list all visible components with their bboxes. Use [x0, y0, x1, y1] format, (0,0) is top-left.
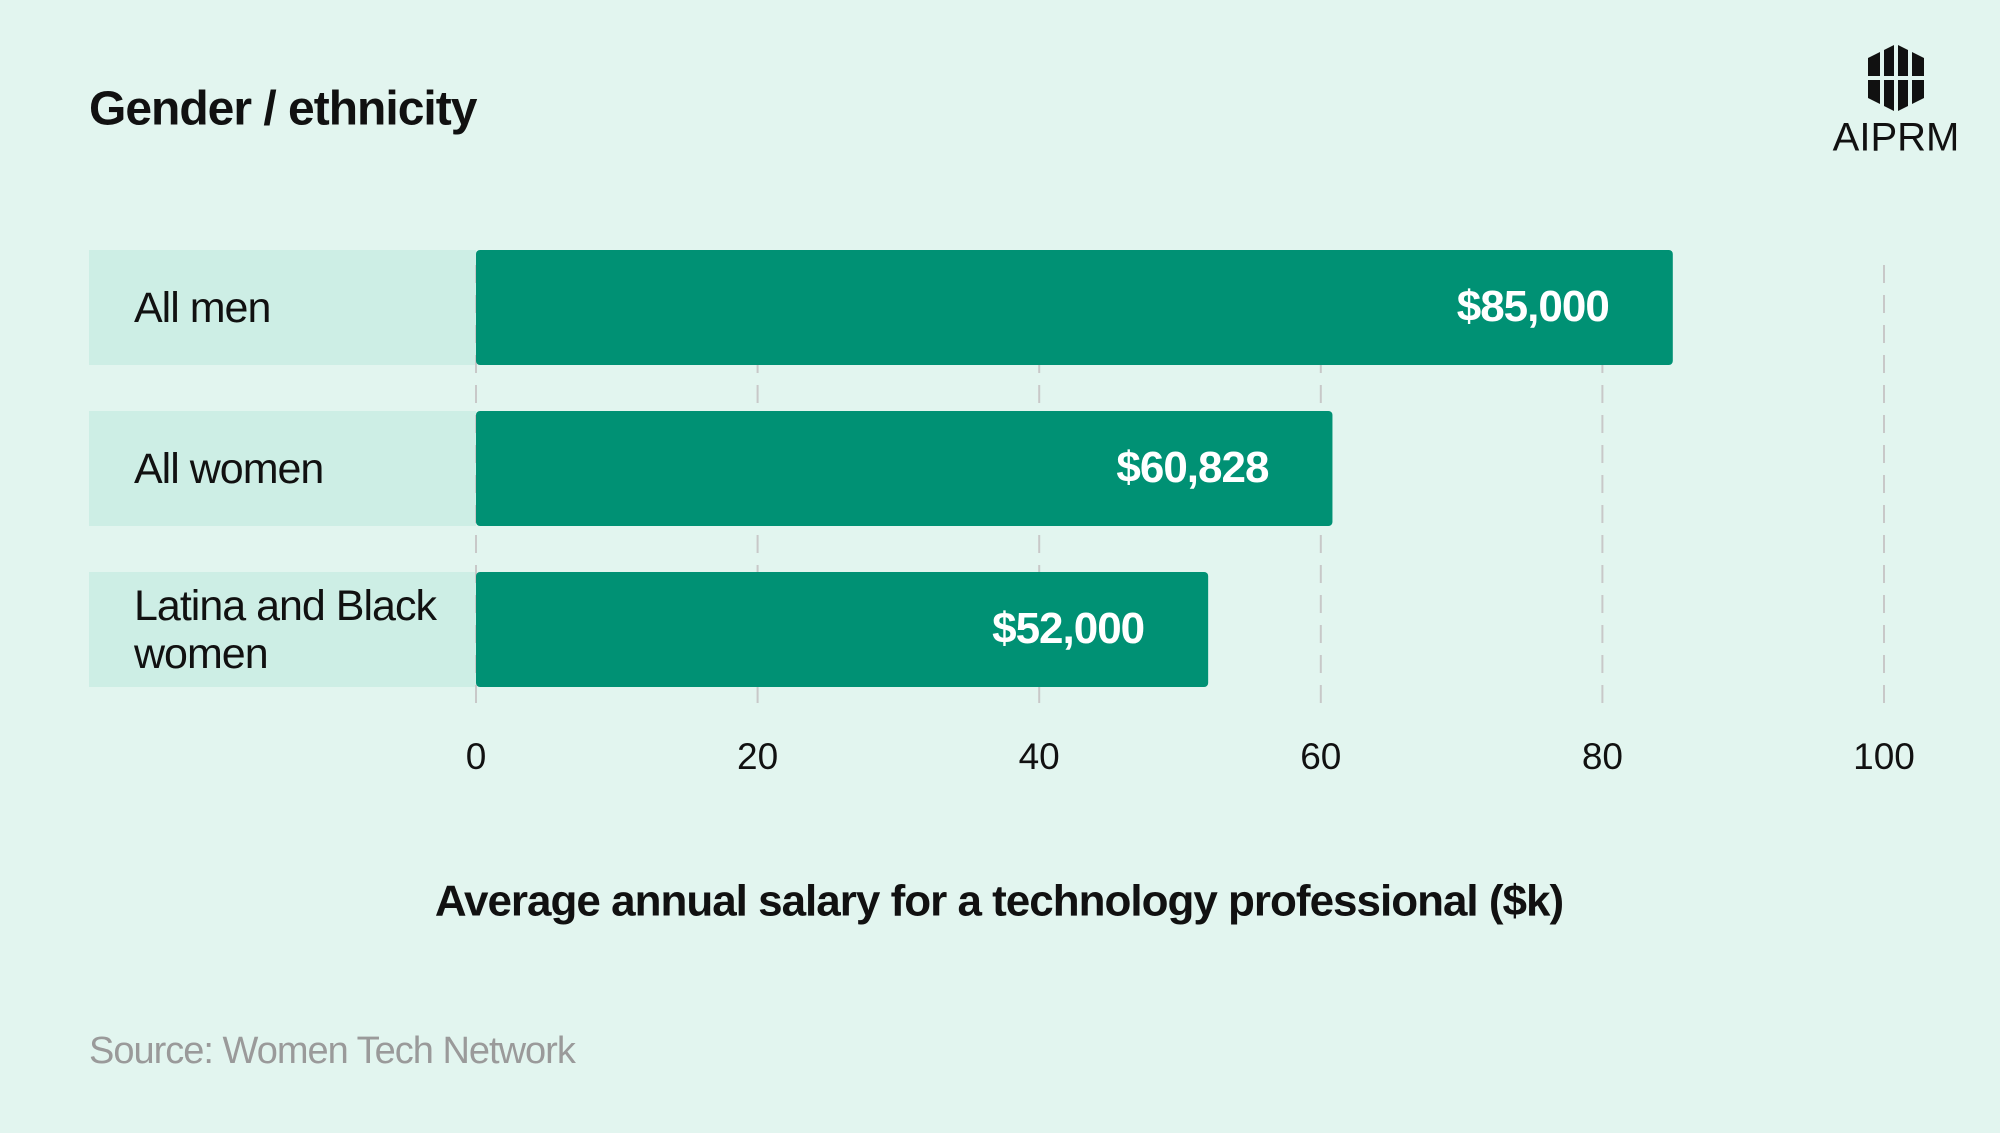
x-tick-label: 80 — [1582, 736, 1623, 777]
logo-text: AIPRM — [1833, 116, 1960, 160]
logo-icon — [1868, 44, 1924, 112]
x-tick-label: 20 — [737, 736, 778, 777]
value-label: $85,000 — [1457, 282, 1609, 331]
category-label: Latina and Black women — [134, 581, 437, 678]
bar — [476, 250, 1673, 365]
x-axis-title: Average annual salary for a technology p… — [435, 877, 1563, 926]
x-tick-label: 40 — [1019, 736, 1060, 777]
x-tick-label: 100 — [1853, 736, 1915, 777]
label-band — [89, 572, 476, 687]
category-label: All women — [134, 444, 324, 493]
label-band — [89, 411, 476, 526]
chart-title: Gender / ethnicity — [89, 83, 478, 136]
bar — [476, 411, 1333, 526]
category-label: All men — [134, 283, 271, 332]
value-label: $52,000 — [992, 604, 1144, 653]
x-tick-label: 0 — [466, 736, 487, 777]
x-tick-label: 60 — [1300, 736, 1341, 777]
value-label: $60,828 — [1116, 443, 1269, 492]
bar — [476, 572, 1209, 687]
label-band — [89, 250, 476, 365]
source: Source: Women Tech Network — [89, 1030, 577, 1072]
